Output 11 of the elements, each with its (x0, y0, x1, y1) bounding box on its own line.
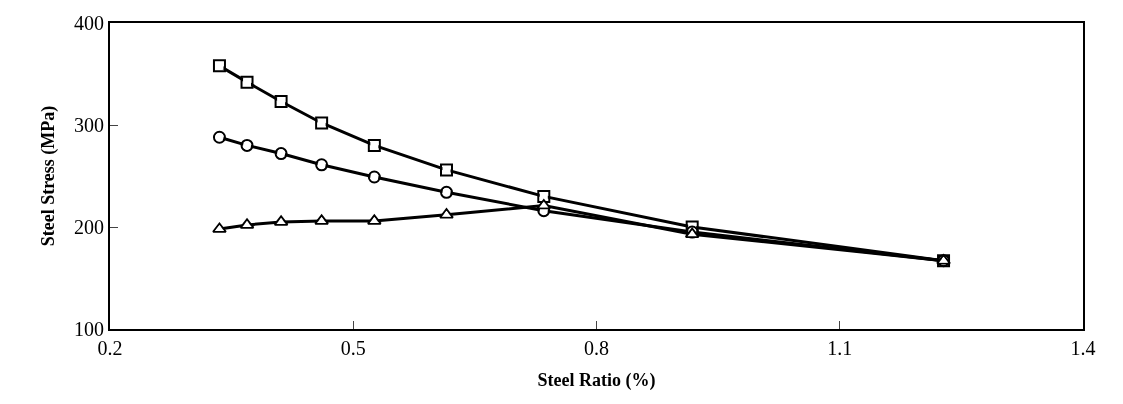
x-tick-label: 0.5 (340, 337, 366, 359)
y-tick-label: 300 (74, 114, 104, 136)
x-axis-title: Steel Ratio (%) (537, 369, 656, 391)
y-tick-label: 200 (74, 216, 104, 238)
x-tick-label: 1.4 (1070, 337, 1096, 359)
y-tick-label: 100 (74, 318, 104, 340)
x-tick-label: 1.1 (827, 337, 853, 359)
y-axis-title: Steel Stress (MPa) (37, 105, 59, 247)
x-tick-label: 0.8 (584, 337, 609, 359)
y-tick-label: 400 (74, 12, 104, 34)
x-tick-label: 0.2 (97, 337, 123, 359)
